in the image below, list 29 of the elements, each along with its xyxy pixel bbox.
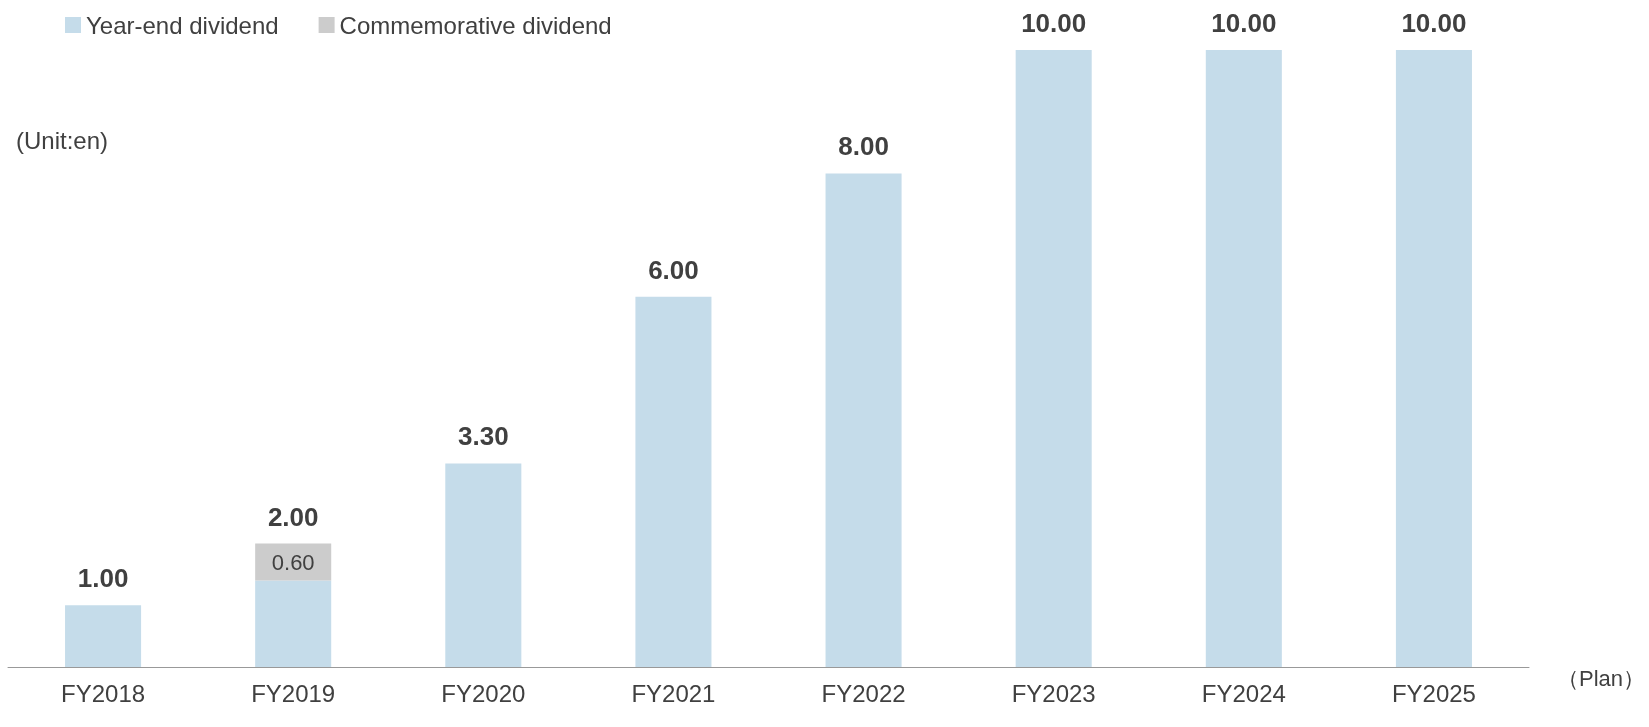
bar <box>445 463 522 667</box>
bar <box>635 296 712 667</box>
text: （Plan） <box>1556 665 1646 691</box>
x-tick-label: FY2023 <box>1011 679 1096 707</box>
x-tick-label: FY2018 <box>61 679 146 707</box>
x-tick-label: FY2021 <box>631 679 716 707</box>
data-label: 0.60 <box>271 549 315 575</box>
total-label: 1.00 <box>77 563 129 594</box>
bar <box>825 173 902 667</box>
legend-label: Year-end dividend <box>86 11 279 39</box>
bar <box>255 580 332 667</box>
bar <box>1395 50 1472 667</box>
total-label: 10.00 <box>1211 8 1277 38</box>
x-tick-label: FY2020 <box>441 679 526 707</box>
x-tick-label: FY2022 <box>821 679 906 707</box>
x-tick-label: FY2019 <box>251 679 336 707</box>
total-label: 6.00 <box>648 254 699 285</box>
total-label: 3.30 <box>458 421 509 452</box>
total-label: 8.00 <box>838 131 889 162</box>
total-label: 2.00 <box>267 501 319 532</box>
total-label: 10.00 <box>1401 8 1467 38</box>
legend-label: Commemorative dividend <box>339 11 612 39</box>
x-tick-label: FY2025 <box>1391 679 1476 707</box>
bar <box>1205 50 1282 667</box>
bar <box>1015 50 1092 667</box>
bar <box>65 605 142 667</box>
x-tick-label: FY2024 <box>1201 679 1286 707</box>
total-label: 10.00 <box>1021 8 1087 38</box>
annotation: (Unit:en) <box>16 126 109 154</box>
